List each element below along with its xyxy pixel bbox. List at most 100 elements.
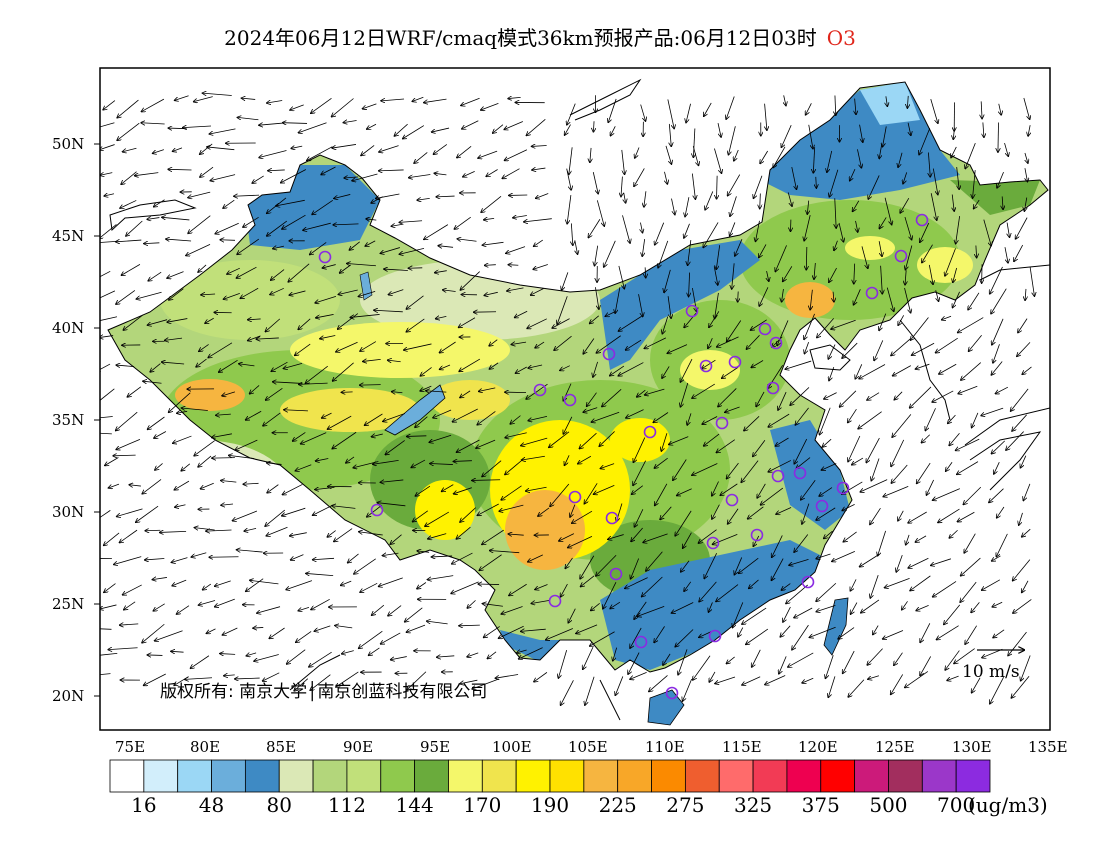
wind-arrow (1012, 414, 1027, 431)
wind-arrow (200, 166, 214, 177)
wind-arrow (100, 224, 117, 238)
wind-arrow (462, 120, 479, 129)
wind-arrow (982, 648, 1003, 657)
wind-arrow (549, 431, 570, 448)
wind-arrow (528, 415, 548, 420)
wind-arrow (983, 219, 991, 246)
wind-arrow (478, 584, 500, 585)
wind-arrow (313, 505, 332, 515)
wind-arrow (552, 318, 570, 328)
wind-arrow (665, 145, 671, 164)
wind-arrow (881, 265, 883, 294)
colorbar-swatch (380, 759, 416, 793)
wind-arrow (528, 554, 543, 562)
wind-arrow (100, 417, 113, 418)
wind-arrow (246, 653, 257, 656)
wind-arrow (406, 318, 425, 332)
colorbar-swatch (617, 759, 652, 793)
wind-arrow (796, 457, 811, 469)
wind-arrow (467, 600, 476, 608)
wind-arrow (779, 656, 787, 673)
wind-arrow (504, 121, 524, 130)
wind-arrow (809, 626, 836, 637)
wind-arrow (625, 577, 648, 589)
colorbar-tick-label: 190 (531, 793, 569, 817)
colorbar-tick-label: 48 (199, 793, 224, 817)
colorbar-swatch (177, 759, 212, 793)
wind-arrow (452, 552, 473, 564)
wind-arrow (819, 487, 833, 496)
wind-arrow (675, 510, 692, 536)
lon-label: 80E (190, 738, 220, 756)
wind-arrow (519, 647, 543, 659)
wind-arrow (144, 673, 166, 685)
wind-arrow (633, 460, 646, 486)
wind-arrow (413, 510, 429, 522)
lon-label: 100E (492, 738, 532, 756)
wind-arrow (273, 382, 303, 384)
station-marker (836, 481, 850, 495)
wind-arrow (377, 503, 406, 507)
wind-arrow (145, 558, 165, 559)
wind-arrow (765, 103, 767, 131)
wind-arrow (481, 103, 499, 110)
wind-arrow (185, 678, 213, 680)
station-marker (769, 336, 783, 350)
wind-arrow (794, 438, 808, 464)
wind-arrow (536, 193, 549, 199)
wind-arrow (860, 479, 888, 492)
wind-arrow (181, 463, 191, 471)
wind-arrow (312, 199, 333, 214)
wind-arrow (852, 457, 864, 465)
wind-arrow (384, 269, 408, 270)
wind-arrow (946, 462, 953, 471)
wind-arrow (459, 317, 476, 328)
wind-arrow (594, 485, 615, 494)
wind-arrow (135, 172, 159, 176)
wind-arrow (727, 320, 742, 341)
wind-arrow (568, 536, 593, 547)
wind-arrow (722, 366, 739, 378)
wind-arrow (383, 553, 399, 556)
wind-arrow (733, 602, 744, 627)
wind-arrow (1004, 142, 1009, 156)
wind-arrow (956, 215, 961, 244)
wind-arrow (1008, 631, 1027, 656)
wind-arrow (487, 651, 497, 659)
wind-arrow (593, 121, 594, 132)
wind-arrow (367, 123, 377, 129)
wind-arrow (905, 671, 929, 687)
wind-arrow (780, 625, 791, 637)
wind-arrow (922, 244, 933, 263)
wind-arrow (186, 244, 211, 255)
wind-arrow (267, 220, 288, 236)
wind-arrow (104, 583, 116, 593)
wind-arrow (406, 295, 424, 309)
wind-arrow (511, 342, 527, 344)
wind-arrow (113, 455, 136, 456)
wind-arrow (953, 291, 960, 308)
wind-arrow (459, 358, 481, 371)
wind-arrow (572, 510, 593, 523)
wind-arrow (456, 526, 471, 539)
wind-arrow (587, 392, 597, 407)
wind-arrow (742, 676, 761, 685)
wind-arrow (340, 264, 351, 273)
wind-arrow (456, 439, 480, 452)
wind-arrow (270, 287, 284, 294)
colorbar-swatch (481, 759, 517, 793)
wind-arrow (407, 671, 427, 690)
wind-arrow (566, 168, 571, 190)
wind-arrow (618, 362, 644, 376)
wind-arrow (655, 483, 668, 506)
wind-arrow (801, 480, 816, 500)
wind-arrow (390, 534, 402, 545)
wind-arrow (744, 415, 760, 430)
wind-arrow (646, 551, 663, 571)
colorbar-tick-label: 375 (802, 793, 840, 817)
lat-label: 30N (52, 503, 84, 521)
wind-arrow (642, 238, 644, 256)
wind-arrow (403, 125, 425, 139)
wind-arrow (250, 580, 279, 585)
wind-arrow (498, 625, 524, 638)
